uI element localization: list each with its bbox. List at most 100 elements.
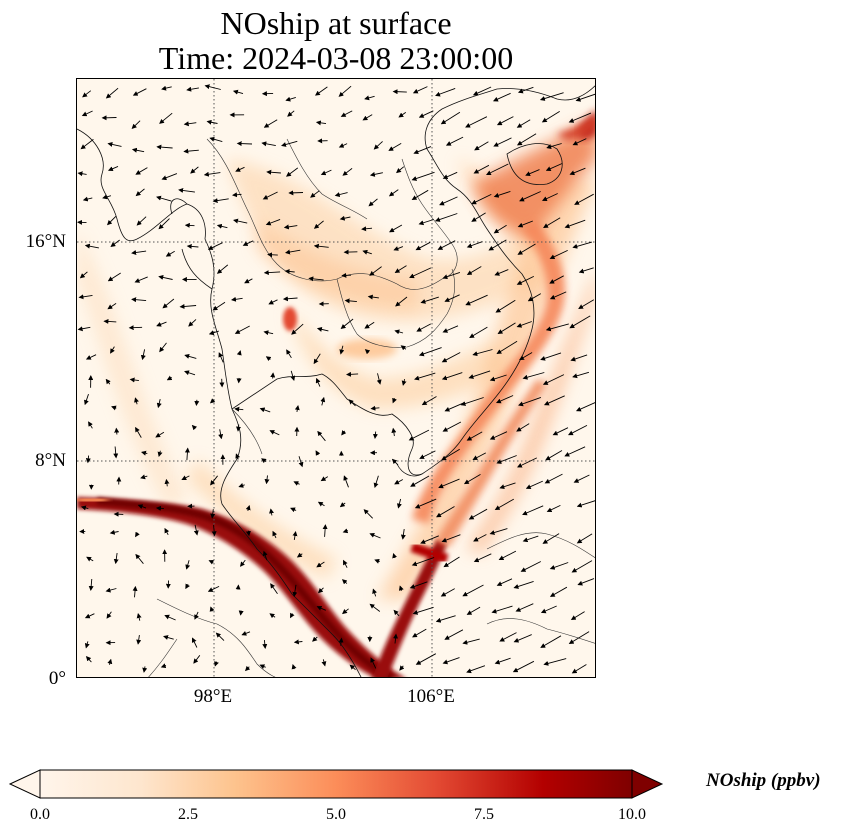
wind-arrow	[181, 475, 190, 480]
wind-arrow	[106, 215, 117, 226]
wind-arrow	[568, 424, 588, 436]
wind-arrow	[361, 226, 373, 232]
wind-arrow	[462, 638, 480, 645]
country-borders	[148, 138, 595, 677]
wind-arrow	[544, 473, 563, 484]
wind-arrow	[232, 192, 242, 198]
wind-arrow	[369, 603, 381, 612]
wind-arrow	[216, 223, 228, 229]
wind-arrow	[341, 430, 347, 436]
map-title: NOship at surface	[220, 5, 452, 41]
wind-arrow	[393, 633, 399, 644]
wind-arrow	[474, 141, 489, 151]
wind-arrow	[241, 631, 251, 636]
wind-arrow	[158, 275, 173, 280]
wind-arrow	[438, 478, 460, 489]
wind-arrow	[77, 171, 87, 177]
wind-arrow	[472, 86, 492, 96]
wind-arrow	[564, 446, 586, 457]
wind-arrow	[316, 326, 329, 332]
wind-arrow	[513, 580, 534, 589]
wind-arrow	[392, 552, 398, 559]
wind-arrow	[549, 249, 568, 260]
wind-arrow	[281, 140, 298, 147]
wind-arrow	[298, 456, 304, 468]
wind-arrow	[312, 636, 318, 642]
wind-arrow	[85, 656, 92, 663]
wind-arrow	[191, 637, 198, 648]
wind-arrow	[440, 111, 461, 125]
wind-arrow	[163, 635, 174, 640]
wind-arrow	[81, 110, 93, 117]
wind-arrow	[134, 397, 139, 405]
wind-arrow	[489, 374, 507, 382]
map-canvas	[77, 79, 595, 677]
wind-arrow	[267, 252, 278, 258]
wind-arrow	[442, 325, 459, 333]
wind-arrow	[210, 509, 216, 519]
wind-arrow	[414, 498, 437, 509]
wind-arrow	[294, 405, 300, 412]
wind-arrow	[231, 296, 243, 302]
wind-arrow	[203, 171, 221, 177]
wind-arrow	[107, 141, 122, 147]
wind-arrow	[284, 269, 295, 274]
wind-arrow	[516, 133, 537, 146]
wind-arrow	[372, 588, 377, 597]
wind-arrow	[86, 556, 94, 562]
wind-arrow	[421, 396, 437, 406]
wind-arrow	[522, 372, 545, 380]
wind-arrow	[317, 501, 325, 507]
wind-arrow	[542, 533, 560, 544]
wind-arrow	[315, 450, 321, 456]
wind-arrow	[128, 325, 143, 331]
wind-arrow	[317, 587, 324, 594]
wind-arrow	[540, 635, 562, 648]
wind-arrow	[517, 220, 533, 228]
wind-arrow	[232, 89, 244, 95]
wind-arrow	[418, 219, 434, 226]
colorbar-tick: 2.5	[178, 806, 198, 823]
wind-arrow	[437, 240, 456, 250]
wind-arrow	[82, 196, 93, 202]
colorbar	[8, 768, 664, 800]
colorbar-tick: 0.0	[30, 806, 50, 823]
wind-arrow	[235, 166, 245, 172]
wind-arrow	[206, 119, 218, 125]
wind-arrow	[102, 194, 112, 200]
wind-arrow	[84, 243, 99, 249]
wind-arrow	[408, 429, 430, 441]
wind-arrow	[293, 481, 300, 486]
wind-arrow	[209, 606, 215, 612]
wind-arrow	[264, 475, 270, 485]
wind-arrow	[285, 249, 301, 255]
wind-arrow	[578, 299, 595, 310]
wind-arrow	[572, 138, 587, 146]
wind-arrow	[179, 303, 197, 309]
wind-arrow	[412, 606, 434, 615]
wind-arrow	[578, 267, 594, 274]
wind-arrow	[472, 349, 493, 357]
wind-arrow	[157, 450, 163, 457]
wind-arrow	[317, 430, 326, 442]
wind-arrow	[569, 167, 586, 176]
wind-arrow	[497, 322, 516, 335]
wind-arrow	[313, 220, 324, 229]
wind-arrow	[493, 224, 507, 234]
wind-arrow	[369, 533, 381, 539]
wind-arrow	[372, 431, 378, 439]
wind-arrow	[468, 370, 491, 379]
wind-arrow	[185, 583, 190, 590]
wind-arrow	[263, 330, 274, 336]
wind-arrow	[414, 372, 436, 381]
wind-arrow	[322, 524, 328, 537]
wind-arrow	[496, 340, 518, 355]
wind-arrow	[389, 224, 403, 233]
wind-arrow	[259, 664, 266, 669]
wind-arrow	[343, 559, 348, 568]
wind-arrow	[218, 352, 224, 363]
wind-arrow	[344, 298, 357, 304]
wind-arrow	[132, 585, 138, 598]
wind-arrow	[110, 239, 120, 248]
wind-arrow	[214, 661, 219, 667]
